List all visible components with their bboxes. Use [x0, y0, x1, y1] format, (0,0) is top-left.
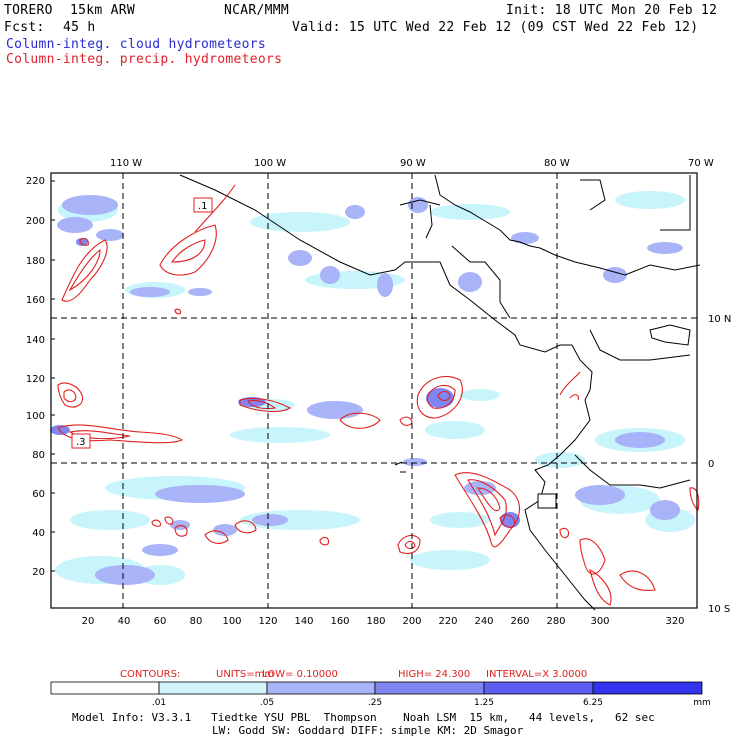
x-tick: 300: [590, 616, 609, 627]
y-tick: 120: [26, 374, 45, 385]
lon-label: 90 W: [400, 158, 426, 169]
colorbar-tick: 6.25: [583, 698, 603, 708]
lat-label: 10 S: [708, 604, 730, 615]
y-tick: 200: [26, 216, 45, 227]
colorbar-tick: .05: [260, 698, 274, 708]
init-time: Init: 18 UTC Mon 20 Feb 12: [506, 3, 718, 18]
y-tick: 220: [26, 176, 45, 187]
cloud-shading-mid: [57, 195, 683, 585]
svg-text:CONTOURS:: CONTOURS:: [120, 669, 180, 680]
y-tick: 140: [26, 335, 45, 346]
y-tick: 100: [26, 411, 45, 422]
x-tick: 320: [665, 616, 684, 627]
colorbar-unit: mm: [693, 698, 711, 708]
y-tick: 60: [32, 489, 45, 500]
longitude-labels: 110 W 100 W 90 W 80 W 70 W: [110, 158, 714, 169]
y-tick: 40: [32, 528, 45, 539]
coastline: [179, 174, 701, 611]
x-tick: 220: [438, 616, 457, 627]
x-tick: 180: [366, 616, 385, 627]
model-info-line2: LW: Godd SW: Goddard DIFF: simple KM: 2D…: [212, 724, 524, 737]
cloud-shading-light: [55, 191, 695, 585]
contour-label-1: .1: [193, 197, 213, 213]
y-tick-marks: [51, 180, 55, 572]
valid-time: Valid: 15 UTC Wed 22 Feb 12 (09 CST Wed …: [292, 20, 699, 35]
contour-label-3: .3: [71, 433, 91, 449]
colorbar-tick: 1.25: [474, 698, 494, 708]
x-tick: 200: [402, 616, 421, 627]
y-tick: 20: [32, 567, 45, 578]
svg-text:INTERVAL=X 3.0000: INTERVAL=X 3.0000: [486, 669, 587, 680]
colorbar-tick: .01: [152, 698, 166, 708]
x-tick: 40: [118, 616, 131, 627]
lat-label: 10 N: [708, 314, 731, 325]
svg-text:LOW= 0.10000: LOW= 0.10000: [262, 669, 338, 680]
x-axis-ticks: 20 40 60 80 100 120 140 160 180 200 220 …: [82, 616, 685, 627]
x-tick: 140: [294, 616, 313, 627]
svg-text:.3: .3: [76, 437, 86, 448]
colorbar-ticks: .01 .05 .25 1.25 6.25 mm: [152, 698, 711, 708]
lon-label: 110 W: [110, 158, 142, 169]
svg-text:HIGH= 24.300: HIGH= 24.300: [398, 669, 470, 680]
precip-contours: [57, 184, 700, 606]
contour-label-box-3: [537, 493, 557, 509]
model-info-line1: Model Info: V3.3.1 Tiedtke YSU PBL Thomp…: [72, 711, 655, 724]
x-tick: 160: [330, 616, 349, 627]
forecast-hour: 45 h: [63, 20, 96, 35]
x-tick: 100: [222, 616, 241, 627]
latitude-labels: 10 N 0 10 S: [708, 314, 731, 615]
model-resolution: 15km ARW: [70, 3, 136, 18]
forecast-label: Fcst:: [4, 20, 45, 35]
lon-label: 100 W: [254, 158, 286, 169]
colorbar-tick: .25: [368, 698, 382, 708]
lat-lon-grid: [51, 173, 697, 608]
lon-label: 70 W: [688, 158, 714, 169]
legend-precip: Column-integ. precip. hydrometeors: [6, 52, 283, 67]
colorbar: [50, 681, 703, 695]
y-tick: 160: [26, 295, 45, 306]
model-name: TORERO: [4, 3, 53, 18]
x-tick: 280: [546, 616, 565, 627]
y-tick: 180: [26, 256, 45, 267]
x-tick: 260: [510, 616, 529, 627]
x-tick: 120: [258, 616, 277, 627]
svg-text:UNITS=mm: UNITS=mm: [216, 669, 274, 680]
y-tick: 80: [32, 450, 45, 461]
y-axis-ticks: 220 200 180 160 140 120 100 80 60 40 20: [26, 176, 45, 578]
x-tick: 80: [190, 616, 203, 627]
contours-info: CONTOURS: UNITS=mm LOW= 0.10000 HIGH= 24…: [120, 669, 587, 680]
plot-frame: [50, 172, 698, 609]
x-tick: 60: [154, 616, 167, 627]
svg-text:.1: .1: [198, 201, 208, 212]
x-tick: 240: [474, 616, 493, 627]
x-tick: 20: [82, 616, 95, 627]
lat-label: 0: [708, 459, 714, 470]
model-org: NCAR/MMM: [224, 3, 290, 18]
lon-label: 80 W: [544, 158, 570, 169]
legend-cloud: Column-integ. cloud hydrometeors: [6, 37, 267, 52]
